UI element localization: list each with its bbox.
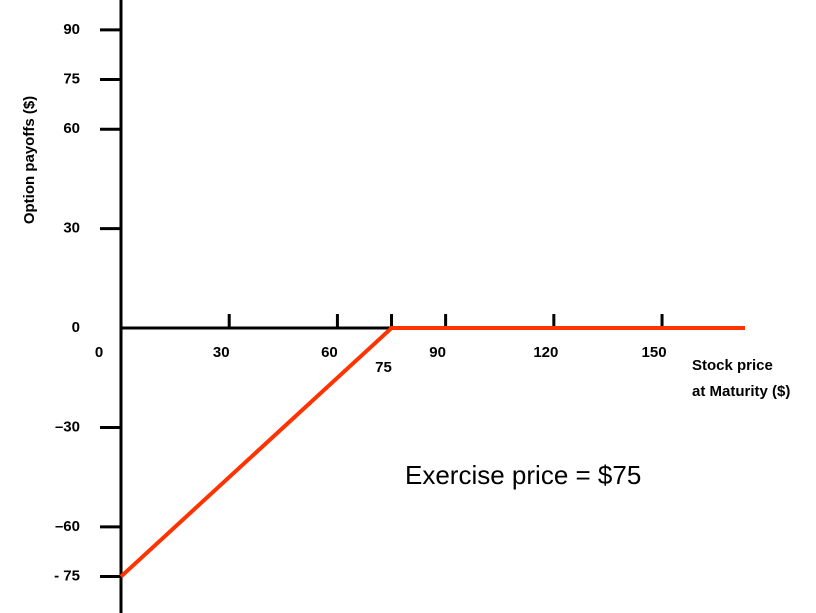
annotation: Exercise price = $75 (405, 460, 641, 490)
x-tick-label: 120 (533, 344, 558, 361)
x-tick-label: 0 (95, 344, 103, 361)
y-tick-label: 0 (72, 319, 80, 336)
y-tick-label: 60 (63, 120, 80, 137)
payoff-line (119, 326, 745, 579)
x-tick-label: 150 (642, 344, 667, 361)
x-axis-label: at Maturity ($) (692, 383, 790, 400)
y-tick-label: - 75 (54, 568, 80, 585)
x-tick-label: 30 (213, 344, 230, 361)
y-axis-label: Option payoffs ($) (21, 96, 38, 224)
y-tick-label: –30 (55, 418, 80, 435)
x-axis-label: Stock price (692, 357, 773, 374)
x-tick-label: 75 (375, 359, 392, 376)
y-tick-label: 30 (63, 220, 80, 237)
y-tick-label: 90 (63, 21, 80, 38)
x-tick-label: 60 (321, 344, 338, 361)
x-tick-label: 90 (429, 344, 446, 361)
y-tick-label: 75 (63, 70, 80, 87)
y-tick-label: –60 (55, 518, 80, 535)
